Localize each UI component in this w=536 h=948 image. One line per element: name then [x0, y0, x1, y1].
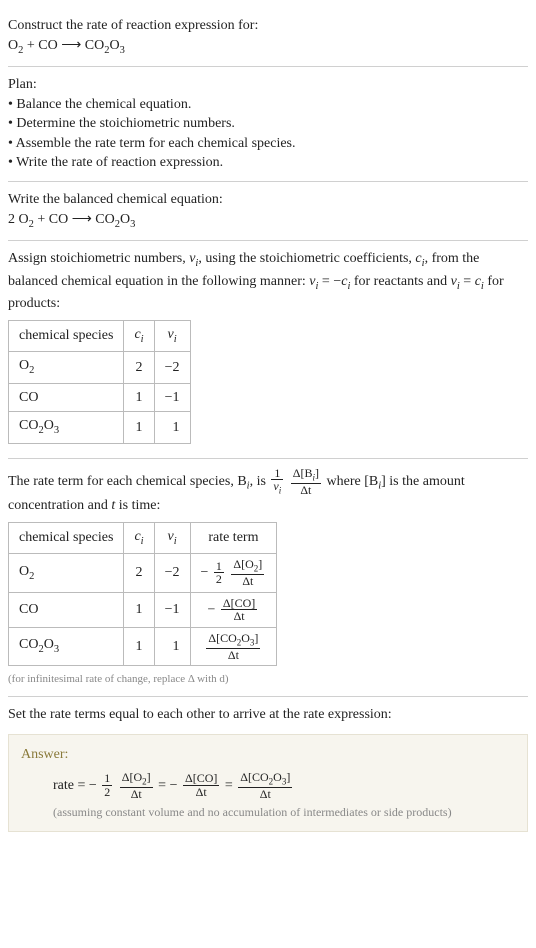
table-row: CO 1 −1 − Δ[CO] Δt	[9, 592, 277, 627]
plan-heading: Plan:	[8, 75, 528, 95]
frac-dCO2O3: Δ[CO2O3] Δt	[238, 771, 292, 800]
prompt-line1: Construct the rate of reaction expressio…	[8, 16, 528, 36]
c-cell: 2	[124, 554, 154, 592]
table-row: O2 2 −2	[9, 352, 191, 383]
c-cell: 1	[124, 592, 154, 627]
frac-delta: Δ[O2] Δt	[231, 558, 264, 587]
v-cell: −2	[154, 352, 190, 383]
table-row: CO2O3 1 1	[9, 412, 191, 443]
rhs: CO	[95, 212, 114, 227]
plan-item: • Balance the chemical equation.	[8, 95, 528, 115]
rateterm-text: The rate term for each chemical species,…	[8, 467, 528, 516]
stoich-section: Assign stoichiometric numbers, νi , using…	[8, 241, 528, 459]
c-cell: 2	[124, 352, 154, 383]
eq: = −	[318, 274, 341, 289]
final-section: Set the rate terms equal to each other t…	[8, 697, 528, 840]
v-cell: 1	[154, 627, 190, 665]
t: , is	[250, 474, 270, 489]
neg: −	[170, 778, 178, 793]
coef: 2	[8, 212, 19, 227]
plan-item: • Assemble the rate term for each chemic…	[8, 134, 528, 154]
c-cell: 1	[124, 383, 154, 412]
t: for reactants and	[350, 274, 450, 289]
t: where [B	[327, 474, 379, 489]
neg: −	[89, 778, 97, 793]
eq: =	[158, 778, 169, 793]
balanced-heading: Write the balanced chemical equation:	[8, 190, 528, 210]
frac-delta: Δ[CO] Δt	[221, 597, 257, 623]
table-row: CO2O3 1 1 Δ[CO2O3] Δt	[9, 627, 277, 665]
v-cell: 1	[154, 412, 190, 443]
plan-section: Plan: • Balance the chemical equation. •…	[8, 67, 528, 182]
col-c: ci	[124, 320, 154, 351]
arrow-icon: ⟶	[58, 38, 85, 53]
t: The rate term for each chemical species,…	[8, 474, 247, 489]
t: , using the stoichiometric coefficients,	[198, 251, 415, 266]
answer-sidenote: (assuming constant volume and no accumul…	[53, 804, 515, 821]
lhs1: O	[19, 212, 29, 227]
table-header-row: chemical species ci νi	[9, 320, 191, 351]
stoich-text: Assign stoichiometric numbers, νi, using…	[8, 249, 528, 314]
eqn-plus: + CO	[23, 38, 57, 53]
prompt-section: Construct the rate of reaction expressio…	[8, 8, 528, 67]
eq: =	[460, 274, 475, 289]
col-rateterm: rate term	[190, 522, 277, 553]
frac-delta: Δ[CO2O3] Δt	[206, 632, 260, 661]
species-cell: CO2O3	[9, 627, 124, 665]
eq: =	[225, 778, 236, 793]
col-nu: νi	[154, 320, 190, 351]
col-species: chemical species	[9, 320, 124, 351]
balanced-equation: 2 O2 + CO ⟶ CO2O3	[8, 210, 528, 232]
table-header-row: chemical species ci νi rate term	[9, 522, 277, 553]
col-c: ci	[124, 522, 154, 553]
t: is time:	[115, 498, 160, 513]
frac-dO2: Δ[O2] Δt	[120, 771, 153, 800]
species-cell: O2	[9, 352, 124, 383]
species-cell: CO	[9, 383, 124, 412]
answer-expression: rate = − 12 Δ[O2] Δt = − Δ[CO] Δt = Δ[CO…	[53, 771, 515, 821]
eqn-lhs: O	[8, 38, 18, 53]
t: Assign stoichiometric numbers,	[8, 251, 189, 266]
col-nu: νi	[154, 522, 190, 553]
arrow-icon: ⟶	[68, 212, 95, 227]
frac-one-over-nu: 1 νi	[271, 467, 283, 496]
rhs-mid: O	[120, 212, 130, 227]
col-species: chemical species	[9, 522, 124, 553]
species-cell: CO2O3	[9, 412, 124, 443]
rateterm-cell: − Δ[CO] Δt	[190, 592, 277, 627]
rateterm-table: chemical species ci νi rate term O2 2 −2…	[8, 522, 277, 667]
eqn-rhs-mid: O	[110, 38, 120, 53]
eqn-rhs: CO	[85, 38, 104, 53]
answer-label: Answer:	[21, 745, 515, 765]
table-footnote: (for infinitesimal rate of change, repla…	[8, 672, 528, 687]
plan-item: • Write the rate of reaction expression.	[8, 153, 528, 173]
plan-item: • Determine the stoichiometric numbers.	[8, 114, 528, 134]
v-cell: −2	[154, 554, 190, 592]
frac-deltaB: Δ[Bi] Δt	[291, 467, 321, 496]
answer-box: Answer: rate = − 12 Δ[O2] Δt = − Δ[CO] Δ…	[8, 734, 528, 832]
rateterm-section: The rate term for each chemical species,…	[8, 459, 528, 697]
frac-half: 12	[102, 772, 112, 798]
c-cell: 1	[124, 412, 154, 443]
table-row: O2 2 −2 − 12 Δ[O2] Δt	[9, 554, 277, 592]
balanced-section: Write the balanced chemical equation: 2 …	[8, 182, 528, 241]
rateterm-cell: − 12 Δ[O2] Δt	[190, 554, 277, 592]
v-cell: −1	[154, 383, 190, 412]
rate-label: rate =	[53, 778, 89, 793]
stoich-table: chemical species ci νi O2 2 −2 CO 1 −1 C…	[8, 320, 191, 444]
species-cell: CO	[9, 592, 124, 627]
prompt-equation: O2 + CO ⟶ CO2O3	[8, 36, 528, 58]
final-heading: Set the rate terms equal to each other t…	[8, 705, 528, 725]
frac-half: 12	[214, 560, 224, 586]
eqn-rhs-sub2: 3	[120, 44, 125, 55]
v-cell: −1	[154, 592, 190, 627]
plus: + CO	[34, 212, 68, 227]
rateterm-cell: Δ[CO2O3] Δt	[190, 627, 277, 665]
frac-dCO: Δ[CO] Δt	[183, 772, 219, 798]
species-cell: O2	[9, 554, 124, 592]
c-cell: 1	[124, 627, 154, 665]
table-row: CO 1 −1	[9, 383, 191, 412]
rhs-sub2: 3	[130, 218, 135, 229]
